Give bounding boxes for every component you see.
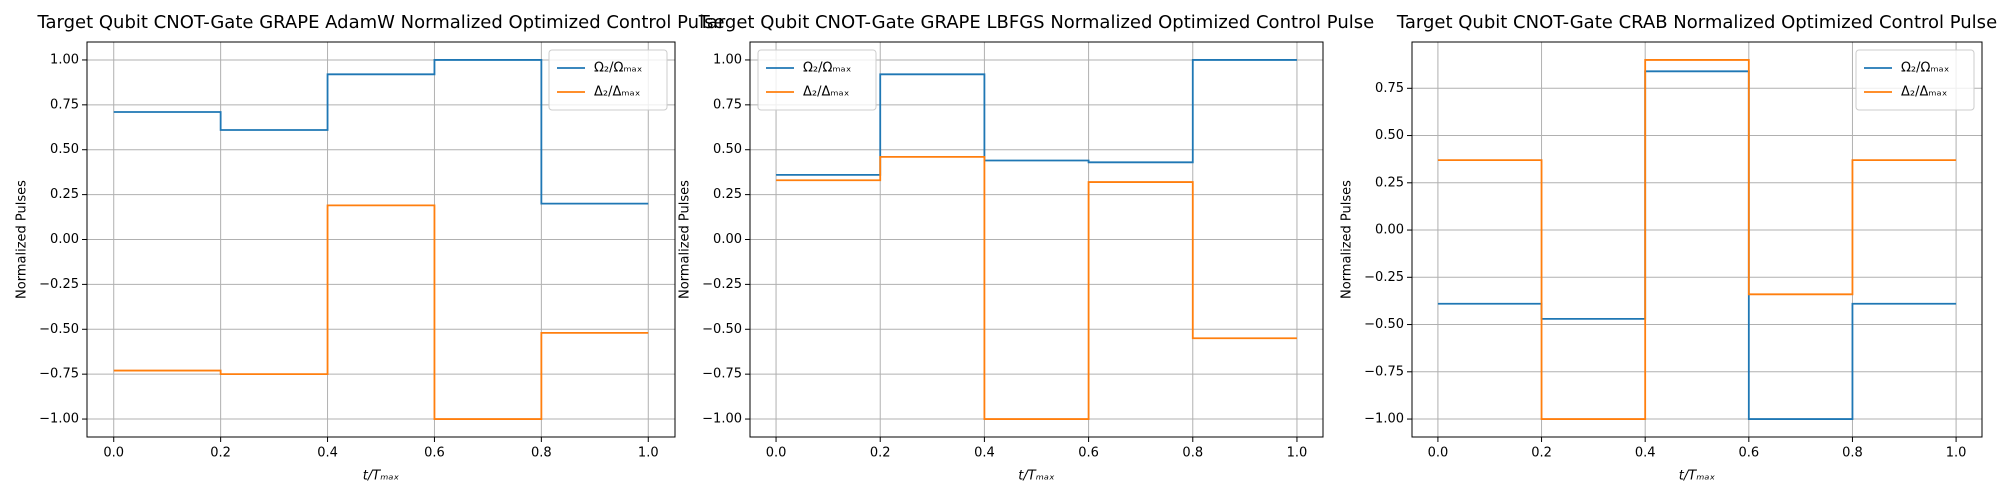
chart-title: Target Qubit CNOT-Gate CRAB Normalized O… (1396, 12, 1997, 33)
series-line (113, 204, 649, 420)
y-tick-label: −1.00 (39, 412, 79, 427)
x-tick-label: 0.6 (1078, 446, 1099, 461)
x-tick-label: 0.4 (317, 446, 338, 461)
y-tick-label: 1.00 (50, 52, 79, 67)
y-tick-label: 0.00 (1375, 223, 1404, 238)
legend-label: Ω₂/Ωₘₐₓ (594, 61, 643, 76)
x-tick-label: 0.2 (1531, 446, 1552, 461)
x-tick-label: 0.6 (424, 446, 445, 461)
legend: Ω₂/Ωₘₐₓ Δ₂/Δₘₐₓ (757, 49, 877, 111)
plot-frame (86, 41, 676, 438)
x-tick-label: 0.0 (1428, 446, 1449, 461)
y-tick-label: −1.00 (1364, 412, 1404, 427)
y-tick-label: −0.50 (39, 322, 79, 337)
x-axis-label: t/Tₘₐₓ (363, 469, 400, 484)
y-tick-label: 0.50 (713, 142, 742, 157)
plot-frame (749, 41, 1324, 438)
y-axis-label: Normalized Pulses (1340, 180, 1355, 299)
legend-box (1855, 49, 1975, 111)
x-tick-label: 0.0 (103, 446, 124, 461)
chart-title: Target Qubit CNOT-Gate GRAPE AdamW Norma… (36, 12, 724, 33)
y-tick-label: 0.00 (713, 232, 742, 247)
y-tick-label: 0.25 (50, 187, 79, 202)
y-tick-label: 0.50 (1375, 128, 1404, 143)
subplot: Target Qubit CNOT-Gate GRAPE AdamW Norma… (15, 12, 725, 484)
y-tick-label: 0.75 (1375, 81, 1404, 96)
y-tick-label: −0.50 (702, 322, 742, 337)
y-tick-label: −0.25 (39, 277, 79, 292)
series-line (1437, 70, 1957, 420)
chart-title: Target Qubit CNOT-Gate GRAPE LBFGS Norma… (698, 12, 1374, 33)
legend-label: Δ₂/Δₘₐₓ (803, 85, 850, 100)
x-tick-label: 0.8 (1842, 446, 1863, 461)
y-tick-label: −0.50 (1364, 317, 1404, 332)
y-tick-label: 0.25 (1375, 175, 1404, 190)
x-tick-label: 1.0 (638, 446, 659, 461)
y-tick-label: 0.50 (50, 142, 79, 157)
series-line (776, 59, 1297, 176)
legend-label: Ω₂/Ωₘₐₓ (803, 61, 852, 76)
x-tick-label: 1.0 (1946, 446, 1967, 461)
series-line (1437, 59, 1957, 420)
x-tick-label: 0.2 (870, 446, 891, 461)
y-tick-label: 1.00 (713, 52, 742, 67)
legend-label: Δ₂/Δₘₐₓ (594, 85, 641, 100)
y-tick-label: 0.00 (50, 232, 79, 247)
x-tick-label: 0.8 (1182, 446, 1203, 461)
x-axis-label: t/Tₘₐₓ (1018, 469, 1055, 484)
y-tick-label: −0.75 (702, 367, 742, 382)
legend: Ω₂/Ωₘₐₓ Δ₂/Δₘₐₓ (548, 49, 668, 111)
plot-frame (1411, 41, 1983, 438)
x-tick-label: 0.8 (531, 446, 552, 461)
x-tick-label: 0.6 (1738, 446, 1759, 461)
legend-box (548, 49, 668, 111)
y-tick-label: 0.75 (713, 97, 742, 112)
y-tick-label: −0.75 (1364, 364, 1404, 379)
y-tick-label: −1.00 (702, 412, 742, 427)
x-axis-label: t/Tₘₐₓ (1679, 469, 1716, 484)
x-tick-label: 0.4 (1635, 446, 1656, 461)
y-axis-label: Normalized Pulses (15, 180, 30, 299)
y-tick-label: −0.25 (702, 277, 742, 292)
y-tick-label: −0.75 (39, 367, 79, 382)
series-line (113, 59, 649, 205)
legend-label: Ω₂/Ωₘₐₓ (1901, 61, 1950, 76)
subplot: Target Qubit CNOT-Gate CRAB Normalized O… (1340, 12, 1998, 484)
y-tick-label: −0.25 (1364, 270, 1404, 285)
x-tick-label: 0.0 (766, 446, 787, 461)
y-axis-label: Normalized Pulses (678, 180, 693, 299)
x-tick-label: 1.0 (1287, 446, 1308, 461)
x-tick-label: 0.2 (210, 446, 231, 461)
y-tick-label: 0.75 (50, 97, 79, 112)
y-tick-label: 0.25 (713, 187, 742, 202)
x-tick-label: 0.4 (974, 446, 995, 461)
legend-label: Δ₂/Δₘₐₓ (1901, 85, 1948, 100)
legend-box (757, 49, 877, 111)
series-line (776, 156, 1297, 420)
legend: Ω₂/Ωₘₐₓ Δ₂/Δₘₐₓ (1855, 49, 1975, 111)
subplot: Target Qubit CNOT-Gate GRAPE LBFGS Norma… (678, 12, 1375, 484)
